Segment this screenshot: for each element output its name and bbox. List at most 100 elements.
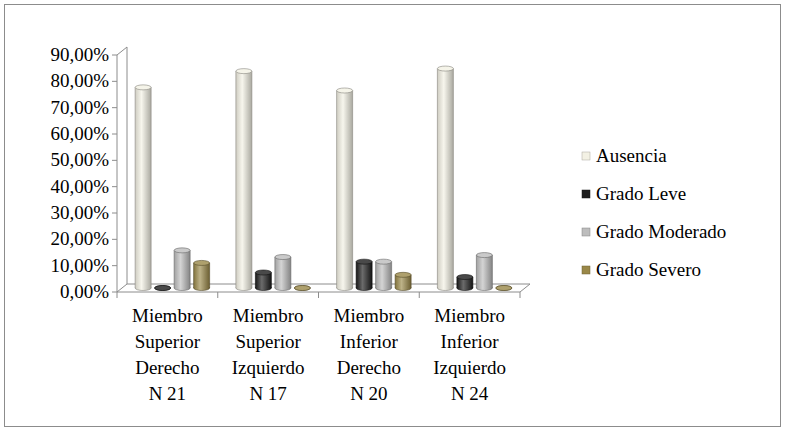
y-tick-label: 20,00% (50, 228, 109, 249)
bar-edge (135, 87, 136, 288)
bar (194, 260, 210, 290)
bar-body (275, 257, 291, 288)
bar-edge (375, 262, 376, 288)
x-label-line: Derecho (135, 357, 199, 378)
x-label-line: Miembro (434, 305, 505, 326)
x-label-line: Superior (235, 331, 301, 352)
x-label-line: Inferior (340, 331, 399, 352)
bar-top (395, 272, 411, 277)
bar-edge (472, 277, 473, 288)
bar-edge (395, 275, 396, 288)
bar-edge (235, 71, 236, 288)
x-tick-label: Miembro Inferior Derecho N 20 (334, 305, 405, 404)
x-tick-label: Miembro Inferior Izquierdo N 24 (433, 305, 506, 404)
legend-swatch (582, 228, 590, 236)
bar-body (376, 262, 392, 288)
bar-top (155, 286, 171, 291)
x-label-line: Superior (135, 331, 201, 352)
x-tick (520, 292, 521, 298)
y-tick (112, 55, 117, 56)
bar-edge (352, 91, 353, 289)
x-label-line: Inferior (441, 331, 500, 352)
bar-body (356, 262, 372, 288)
bar-edge (476, 255, 477, 288)
bar (294, 286, 310, 291)
y-tick (112, 292, 117, 293)
x-label-line: Miembro (132, 305, 203, 326)
x-tick (318, 292, 319, 298)
y-tick-label: 40,00% (50, 176, 109, 197)
y-tick (112, 134, 117, 135)
bar (476, 253, 492, 291)
y-tick-label: 30,00% (50, 202, 109, 223)
bar-top (337, 88, 353, 93)
x-tick (117, 292, 118, 298)
bar (236, 69, 252, 291)
bar-top (275, 255, 291, 260)
y-tick-label: 50,00% (50, 149, 109, 170)
x-tick (419, 292, 420, 298)
bar-top (135, 85, 151, 90)
bar-top (437, 66, 453, 71)
bar-edge (453, 69, 454, 288)
bar-base (496, 286, 512, 291)
bar-top (496, 286, 512, 291)
bar-body (437, 69, 453, 288)
legend-label: Grado Moderado (596, 221, 726, 242)
bar-edge (193, 263, 194, 288)
legend-label: Ausencia (596, 145, 667, 166)
bar-edge (151, 87, 152, 288)
bar-base (155, 286, 171, 291)
bar-edge (271, 273, 272, 288)
bar-top (194, 260, 210, 265)
bar-top (294, 286, 310, 291)
legend-swatch (582, 152, 590, 160)
legend-label: Grado Severo (596, 259, 701, 280)
y-tick (112, 239, 117, 240)
bar-edge (372, 262, 373, 288)
bar (395, 272, 411, 290)
bar (255, 270, 271, 290)
bar (496, 286, 512, 291)
x-label-line: Izquierdo (433, 357, 506, 378)
legend-swatch (582, 190, 590, 198)
x-tick (217, 292, 218, 298)
bar-base (294, 286, 310, 291)
bar-body (337, 91, 353, 289)
bar (174, 248, 190, 291)
y-tick (112, 265, 117, 266)
y-tick (112, 160, 117, 161)
y-tick (112, 107, 117, 108)
bar-edge (456, 277, 457, 288)
bar-edge (255, 273, 256, 288)
wall-edge (117, 55, 118, 292)
x-label-line: Derecho (337, 357, 401, 378)
x-tick-label: MiembroSuperiorIzquierdoN 17 (232, 305, 305, 404)
bar-top (236, 69, 252, 74)
bar-edge (356, 262, 357, 288)
x-label-line: Izquierdo (232, 357, 305, 378)
y-tick (112, 81, 117, 82)
bar-body (236, 71, 252, 288)
bar-top (376, 259, 392, 264)
bar-edge (437, 69, 438, 288)
y-tick (112, 186, 117, 187)
x-label-line: N 24 (451, 383, 489, 404)
marks (135, 66, 512, 290)
y-tick-label: 90,00% (50, 44, 109, 65)
bar-body (476, 255, 492, 288)
bar-edge (336, 91, 337, 289)
x-label-line: N 17 (249, 383, 286, 404)
bar-body (174, 250, 190, 288)
bar (457, 275, 473, 291)
x-label-line: Miembro (334, 305, 405, 326)
bar-top (174, 248, 190, 253)
bar-edge (391, 262, 392, 288)
legend-label: Grado Leve (596, 183, 686, 204)
x-label-line: N 21 (149, 383, 186, 404)
bar-edge (492, 255, 493, 288)
y-tick-label: 60,00% (50, 123, 109, 144)
bar (437, 66, 453, 290)
x-label-line: N 20 (350, 383, 387, 404)
bar-top (457, 275, 473, 280)
